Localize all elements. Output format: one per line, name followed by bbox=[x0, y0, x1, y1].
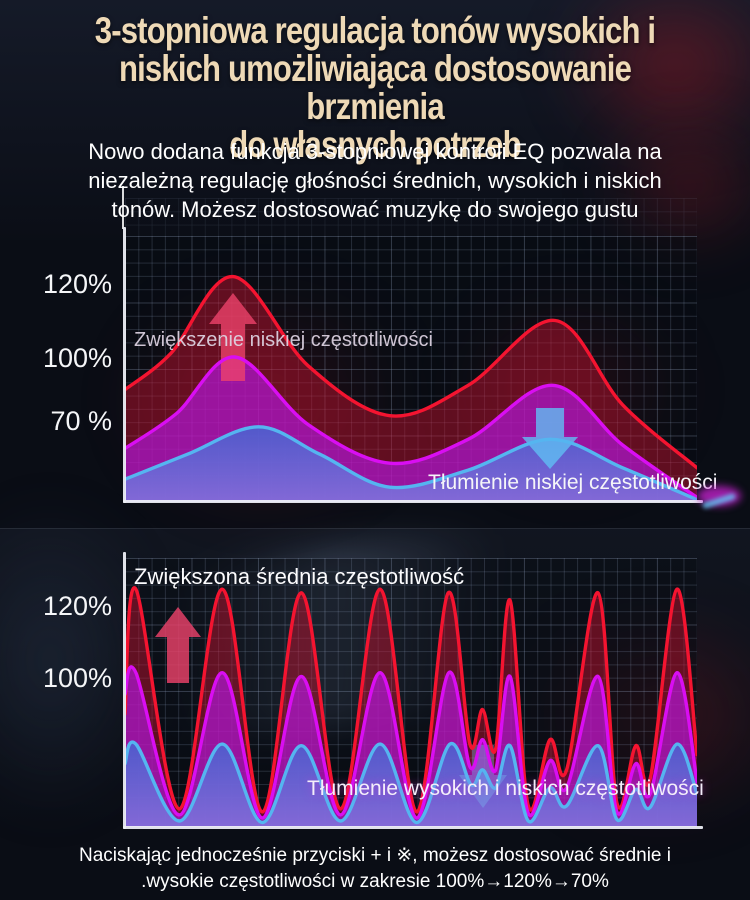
y-axis-line bbox=[123, 552, 126, 829]
annotation-attenuate-high-low: Tłumienie wysokich i niskich częstotliwo… bbox=[307, 777, 704, 800]
low-freq-attenuated-70-line bbox=[125, 425, 697, 502]
footer-line-1: Naciskając jednocześnie przyciski + i ※,… bbox=[79, 845, 671, 866]
mid-freq-boosted-120-line bbox=[125, 586, 697, 814]
chart-canvas-mid-frequency bbox=[125, 586, 697, 827]
background-seam-line bbox=[0, 528, 750, 529]
x-axis-line bbox=[123, 826, 703, 829]
y-tick-label: 70 % bbox=[50, 406, 112, 436]
subheadline-line-3: tonów. Możesz dostosować muzykę do swoje… bbox=[111, 197, 639, 222]
headline-line-2: niskich umożliwiająca dostosowanie brzmi… bbox=[118, 48, 632, 127]
annotation-boost-low: Zwiększenie niskiej częstotliwości bbox=[134, 329, 433, 351]
y-axis-line bbox=[123, 227, 126, 503]
mid-freq-normal-100-line bbox=[125, 665, 697, 820]
subheadline-line-1: Nowo dodana funkcja 3-stopniowej kontrol… bbox=[88, 139, 662, 164]
annotation-boost-mid: Zwiększona średnia częstotliwość bbox=[134, 564, 465, 589]
headline: 3-stopniowa regulacja tonów wysokich i n… bbox=[60, 12, 690, 164]
boost-mid-up-arrow bbox=[155, 607, 201, 683]
x-axis-line bbox=[123, 500, 703, 503]
chart-grid-panel: Zwiększona średnia częstotliwość Tłumien… bbox=[125, 558, 704, 827]
headline-line-3: do własnych potrzeb bbox=[229, 124, 521, 165]
footer-line-2: .wysokie częstotliwości w zakresie 100%→… bbox=[141, 871, 609, 892]
low-freq-normal-100-line bbox=[125, 355, 697, 500]
text-caret bbox=[122, 186, 124, 229]
grid-fade-strip bbox=[125, 198, 697, 236]
y-tick-label: 120% bbox=[42, 269, 112, 299]
footer-note: Naciskając jednocześnie przyciski + i ※,… bbox=[0, 843, 750, 895]
y-tick-label: 100% bbox=[42, 663, 112, 693]
subheadline: Nowo dodana funkcja 3-stopniowej kontrol… bbox=[0, 137, 750, 224]
high-low-attenuated-70-line bbox=[125, 740, 697, 825]
annotation-attenuate-low: Tłumienie niskiej częstotliwości bbox=[428, 471, 718, 494]
subheadline-line-2: niezależną regulację głośności średnich,… bbox=[88, 168, 662, 193]
low-freq-boosted-120-line bbox=[125, 274, 697, 470]
attenuate-mid-down-arrow bbox=[459, 745, 507, 808]
chart-canvas-low-frequency bbox=[125, 274, 697, 502]
mid-freq-normal-100-area bbox=[125, 666, 697, 827]
high-low-attenuated-70-area bbox=[125, 742, 697, 827]
y-tick-label: 100% bbox=[42, 343, 112, 373]
chart-grid-panel: Zwiększenie niskiej częstotliwości Tłumi… bbox=[125, 236, 717, 502]
y-tick-label: 120% bbox=[42, 591, 112, 621]
headline-line-1: 3-stopniowa regulacja tonów wysokich i bbox=[94, 10, 656, 51]
